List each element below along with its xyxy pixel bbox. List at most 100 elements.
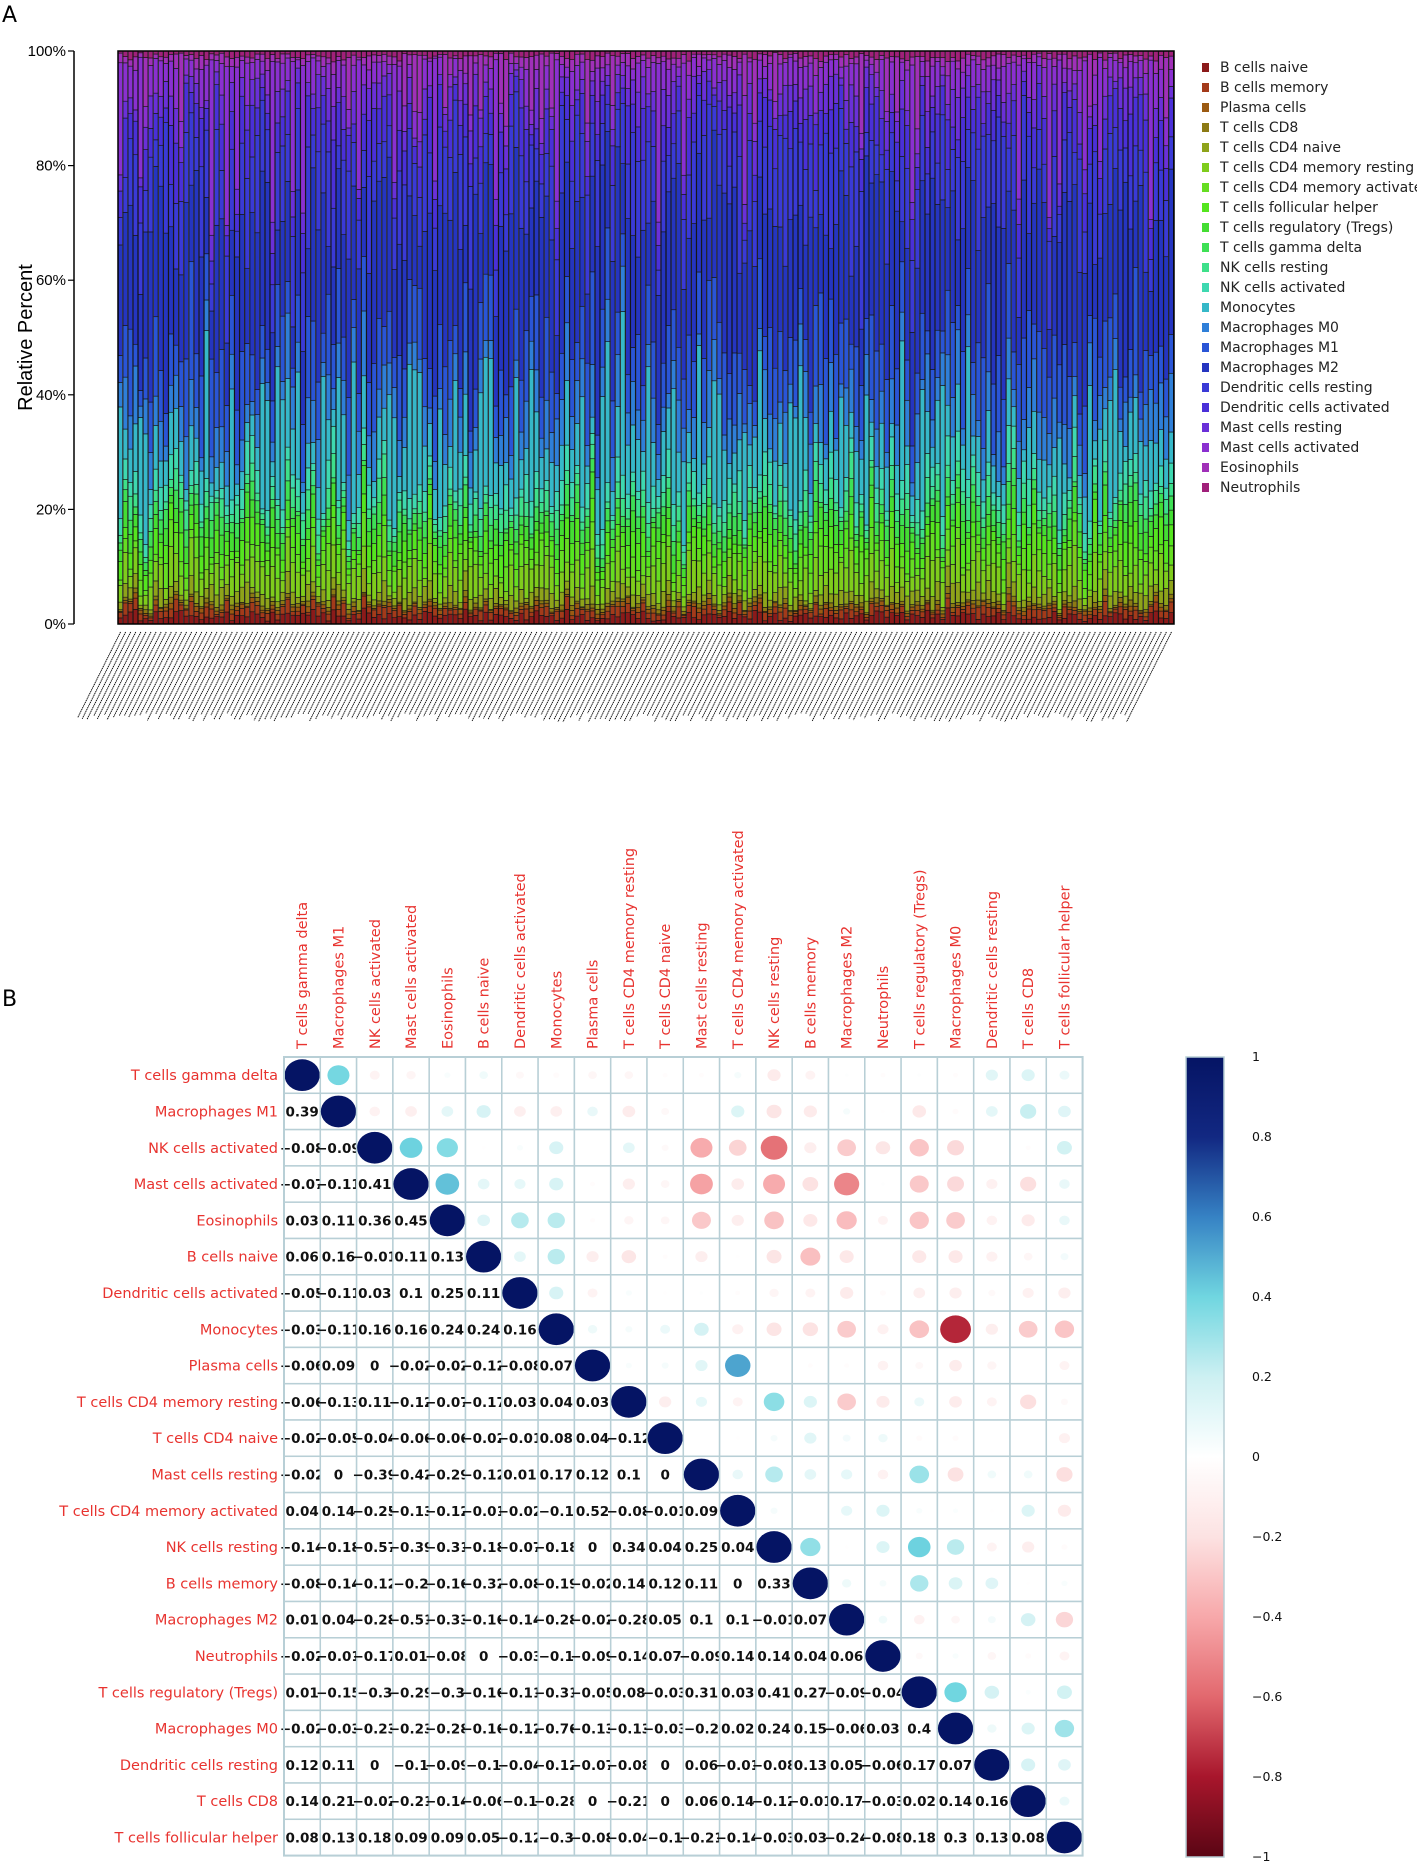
bar-segment: [498, 226, 504, 371]
bar-segment: [945, 477, 951, 498]
bar-segment: [1153, 73, 1159, 109]
bar-segment: [1021, 179, 1027, 339]
bar-segment: [980, 517, 986, 528]
bar-segment: [1148, 59, 1154, 220]
bar-segment: [660, 231, 667, 364]
x-tick-label: [297, 631, 340, 715]
bar-segment: [600, 164, 606, 310]
bar-segment: [904, 616, 910, 621]
bar-segment: [605, 610, 611, 620]
bar-segment: [462, 517, 469, 541]
bar-segment: [914, 128, 920, 155]
bar-segment: [295, 603, 301, 608]
bar-segment: [391, 550, 397, 567]
bar-segment: [747, 57, 753, 63]
bar-segment: [787, 551, 793, 569]
bar-segment: [122, 552, 128, 584]
bar-segment: [391, 541, 397, 552]
bar-segment: [1102, 387, 1108, 410]
bar-segment: [594, 618, 601, 621]
bar-segment: [1077, 531, 1083, 548]
bar-segment: [1097, 554, 1103, 563]
bar-segment: [569, 497, 575, 516]
bar-segment: [544, 555, 550, 590]
bar-segment: [173, 108, 179, 144]
bar-segment: [955, 615, 961, 625]
bar-segment: [574, 201, 580, 343]
bar-segment: [996, 552, 1002, 568]
bar-segment: [833, 593, 839, 607]
bar-segment: [1153, 351, 1159, 404]
bar-segment: [1153, 595, 1159, 603]
bar-segment: [422, 88, 428, 120]
bar-segment: [681, 568, 687, 578]
bar-segment: [564, 538, 570, 563]
bar-segment: [249, 435, 255, 464]
bar-segment: [224, 515, 230, 524]
bar-segment: [676, 85, 682, 112]
bar-segment: [762, 66, 768, 79]
bar-segment: [1067, 606, 1073, 610]
x-tick-label: [548, 631, 594, 720]
bar-segment: [671, 525, 677, 542]
bar-segment: [447, 219, 453, 341]
bar-segment: [1046, 608, 1052, 618]
matrix-cell: [646, 1092, 685, 1131]
bar-segment: [1092, 50, 1098, 60]
bar-segment: [1021, 460, 1027, 484]
bar-segment: [798, 580, 804, 596]
bar-segment: [1163, 513, 1169, 526]
bar-segment: [1041, 202, 1047, 349]
bar-segment: [224, 584, 230, 596]
bar-segment: [219, 516, 225, 536]
legend-label: NK cells resting: [1220, 260, 1328, 276]
bar-segment: [726, 106, 733, 167]
bar-segment: [198, 607, 205, 614]
bar-segment: [346, 57, 352, 110]
bar-segment: [1138, 613, 1144, 617]
bar-segment: [214, 84, 220, 130]
bar-segment: [990, 602, 997, 608]
bar-segment: [132, 526, 139, 542]
bar-segment: [848, 437, 854, 453]
bar-segment: [483, 604, 489, 613]
bar-segment: [396, 129, 403, 172]
bar-segment: [904, 613, 910, 617]
bar-segment: [356, 554, 362, 565]
bar-segment: [209, 53, 215, 61]
bar-segment: [143, 570, 149, 576]
bar-segment: [721, 605, 727, 611]
x-tick-label: [701, 631, 746, 719]
correlation-circle: [441, 1106, 454, 1117]
bar-segment: [468, 114, 474, 132]
x-tick-label: [351, 631, 396, 719]
bar-segment: [808, 493, 814, 517]
bar-segment: [1036, 596, 1042, 605]
bar-segment: [732, 593, 738, 604]
bar-segment: [747, 61, 753, 84]
bar-segment: [513, 377, 519, 499]
bar-segment: [396, 492, 403, 501]
bar-segment: [259, 542, 265, 562]
legend-swatch: [1202, 243, 1209, 252]
bar-segment: [808, 617, 814, 625]
bar-segment: [457, 154, 463, 250]
bar-segment: [1051, 447, 1057, 477]
bar-segment: [376, 180, 382, 319]
bar-segment: [417, 513, 423, 529]
bar-segment: [417, 500, 423, 514]
bar-segment: [285, 571, 291, 594]
bar-segment: [584, 526, 590, 543]
bar-segment: [721, 522, 727, 538]
x-tick-label: [736, 631, 781, 721]
bar-segment: [843, 528, 849, 549]
bar-segment: [914, 615, 920, 625]
bar-segment: [447, 446, 453, 468]
bar-segment: [1031, 468, 1037, 481]
bar-segment: [168, 479, 174, 488]
bar-segment: [341, 129, 347, 161]
bar-segment: [1046, 376, 1052, 434]
bar-segment: [204, 129, 210, 198]
bar-segment: [681, 610, 687, 615]
bar-segment: [610, 600, 616, 605]
